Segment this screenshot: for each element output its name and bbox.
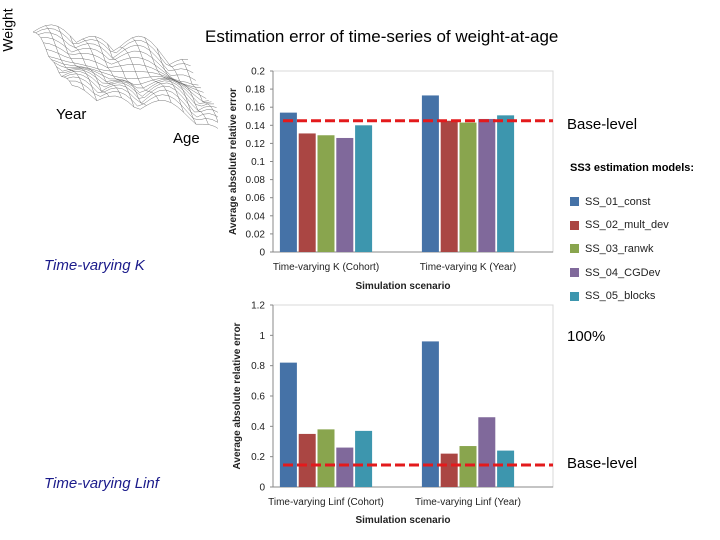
legend-title: SS3 estimation models: — [570, 162, 695, 174]
legend-label: SS_02_mult_dev — [585, 219, 669, 232]
y-tick-label: 0 — [259, 248, 265, 259]
y-axis-title: Average absolute relative error — [232, 322, 243, 469]
y-tick-label: 0.2 — [251, 452, 265, 463]
bar-SS_03_ranwk-0 — [317, 135, 335, 252]
bar-SS_01_const-1 — [421, 341, 439, 487]
x-tick-label: Time-varying Linf (Year) — [415, 497, 521, 508]
bar-SS_02_mult_dev-1 — [440, 120, 458, 253]
y-tick-label: 0.4 — [251, 422, 265, 433]
bar-SS_04_CGDev-0 — [336, 137, 354, 252]
panel-label-bottom: Time-varying Linf — [44, 475, 159, 492]
x-axis-title: Simulation scenario — [355, 281, 450, 292]
legend-item-SS_01_const: SS_01_const — [570, 190, 669, 214]
bar-SS_01_const-0 — [279, 362, 297, 487]
y-tick-label: 1.2 — [251, 301, 265, 312]
y-tick-label: 0.6 — [251, 392, 265, 403]
legend-swatch — [570, 244, 579, 254]
legend-item-SS_04_CGDev: SS_04_CGDev — [570, 261, 669, 285]
x-axis-title: Simulation scenario — [355, 515, 450, 526]
bar-SS_02_mult_dev-1 — [440, 453, 458, 487]
legend-label: SS_01_const — [585, 195, 651, 208]
bar-SS_03_ranwk-0 — [317, 429, 335, 487]
bar-SS_05_blocks-1 — [497, 450, 515, 487]
y-tick-label: 0.08 — [246, 175, 266, 186]
legend: SS_01_const SS_02_mult_dev SS_03_ranwk SS_0… — [570, 190, 669, 308]
legend-label: SS_03_ranwk — [585, 242, 654, 255]
hundred-percent-label: 100% — [567, 328, 606, 345]
y-tick-label: 0.04 — [246, 211, 266, 222]
legend-swatch — [570, 197, 579, 207]
y-tick-label: 0.2 — [251, 67, 265, 78]
slide-title: Estimation error of time-series of weigh… — [205, 27, 559, 46]
bar-SS_01_const-0 — [279, 112, 297, 252]
x-tick-label: Time-varying K (Year) — [420, 262, 517, 273]
y-tick-label: 0.18 — [246, 85, 266, 96]
bar-SS_03_ranwk-1 — [459, 122, 477, 253]
bar-SS_04_CGDev-1 — [478, 118, 496, 252]
legend-item-SS_03_ranwk: SS_03_ranwk — [570, 237, 669, 261]
bar-SS_02_mult_dev-0 — [298, 133, 316, 252]
bar-SS_04_CGDev-0 — [336, 447, 354, 487]
x-tick-label: Time-varying K (Cohort) — [273, 262, 379, 273]
bar-SS_04_CGDev-1 — [478, 417, 496, 487]
legend-label: SS_04_CGDev — [585, 266, 661, 279]
y-axis-title: Average absolute relative error — [228, 88, 239, 235]
bar-SS_02_mult_dev-0 — [298, 433, 316, 487]
surface-y-label: Age — [173, 130, 200, 147]
y-tick-label: 0.16 — [246, 103, 266, 114]
y-tick-label: 0.06 — [246, 193, 266, 204]
legend-swatch — [570, 291, 579, 301]
legend-label: SS_05_blocks — [585, 290, 656, 303]
base-level-label-bottom: Base-level — [567, 455, 638, 472]
bar-SS_03_ranwk-1 — [459, 446, 477, 487]
legend-item-SS_02_mult_dev: SS_02_mult_dev — [570, 214, 669, 238]
y-tick-label: 0.02 — [246, 229, 266, 240]
x-tick-label: Time-varying Linf (Cohort) — [268, 497, 384, 508]
panel-label-top: Time-varying K — [44, 257, 145, 274]
legend-swatch — [570, 220, 579, 230]
y-tick-label: 0.12 — [246, 139, 266, 150]
y-tick-label: 1 — [259, 331, 265, 342]
bar-SS_05_blocks-0 — [355, 125, 373, 252]
bar-SS_01_const-1 — [421, 95, 439, 252]
legend-swatch — [570, 268, 579, 278]
weight-surface-image — [32, 24, 218, 129]
bar-SS_05_blocks-1 — [497, 115, 515, 252]
y-tick-label: 0.8 — [251, 361, 265, 372]
y-tick-label: 0 — [259, 483, 265, 494]
bar-SS_05_blocks-0 — [355, 430, 373, 487]
y-tick-label: 0.1 — [251, 157, 265, 168]
legend-item-SS_05_blocks: SS_05_blocks — [570, 284, 669, 308]
base-level-label-top: Base-level — [567, 116, 638, 133]
y-tick-label: 0.14 — [246, 121, 266, 132]
surface-x-label: Year — [56, 106, 87, 123]
